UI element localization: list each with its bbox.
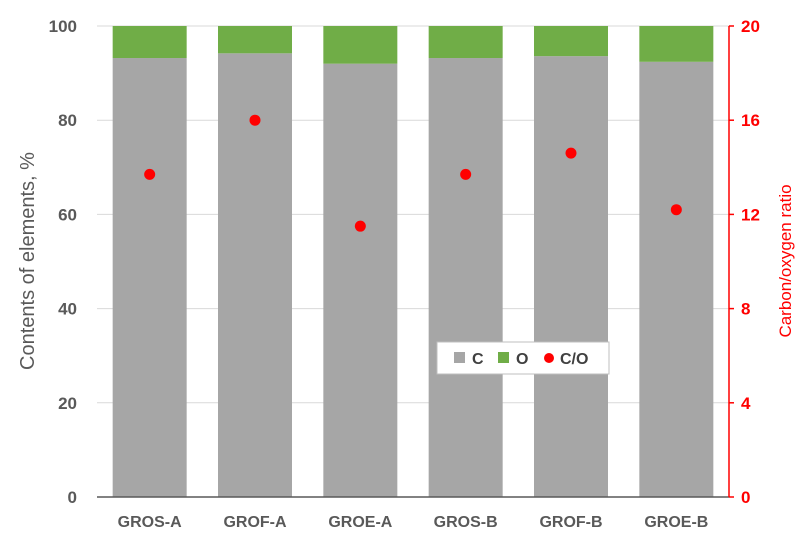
left-tick-label: 40 (58, 300, 77, 319)
co-point-gros-a (144, 168, 156, 180)
category-label: GROS-B (434, 514, 498, 531)
left-tick-label: 0 (68, 488, 77, 507)
bar-c-gros-b (428, 58, 503, 497)
left-tick-label: 20 (58, 394, 77, 413)
co-point-grof-a (249, 114, 261, 126)
left-tick-label: 60 (58, 205, 77, 224)
bar-o-gros-a (112, 26, 187, 59)
legend: C O C/O (436, 341, 610, 375)
right-axis-title: Carbon/oxygen ratio (776, 184, 795, 337)
right-tick-label: 4 (741, 394, 751, 413)
bar-c-grof-b (534, 56, 608, 497)
category-label: GROS-A (118, 514, 182, 531)
co-point-groe-b (670, 204, 682, 216)
ratio-points (144, 114, 682, 232)
axes (97, 26, 730, 498)
bar-c-groe-a (323, 63, 398, 498)
right-ticks: 0 4 8 12 16 20 (729, 17, 760, 507)
left-axis-title: Contents of elements, % (17, 152, 39, 370)
legend-box (436, 341, 610, 375)
bar-c-groe-b (639, 61, 714, 498)
legend-label-c: C (472, 351, 484, 368)
legend-label-o: O (516, 351, 528, 368)
right-tick-label: 12 (741, 205, 760, 224)
legend-swatch-c (454, 352, 465, 363)
category-label: GROE-A (328, 514, 392, 531)
gridlines (97, 25, 729, 404)
left-ticks: 0 20 40 60 80 100 (49, 17, 77, 507)
bar-c-gros-a (112, 58, 187, 497)
right-tick-label: 0 (741, 488, 750, 507)
bars (112, 26, 714, 498)
left-tick-label: 80 (58, 111, 77, 130)
category-labels: GROS-A GROF-A GROE-A GROS-B GROF-B GROE-B (118, 514, 709, 531)
bar-o-gros-b (428, 26, 503, 59)
right-tick-label: 20 (741, 17, 760, 36)
bar-o-grof-a (218, 26, 292, 54)
bar-c-grof-a (218, 53, 292, 498)
category-label: GROF-A (223, 514, 287, 531)
legend-marker-co (544, 353, 554, 363)
bar-o-groe-a (323, 26, 398, 64)
co-point-grof-b (565, 147, 577, 159)
co-point-gros-b (460, 168, 472, 180)
category-label: GROE-B (644, 514, 708, 531)
left-tick-label: 100 (49, 17, 77, 36)
legend-label-co: C/O (560, 351, 588, 368)
bar-o-grof-b (534, 26, 608, 57)
bar-o-groe-b (639, 26, 714, 62)
legend-swatch-o (498, 352, 509, 363)
right-tick-label: 8 (741, 300, 750, 319)
category-label: GROF-B (539, 514, 602, 531)
co-point-groe-a (354, 220, 366, 232)
right-tick-label: 16 (741, 111, 760, 130)
